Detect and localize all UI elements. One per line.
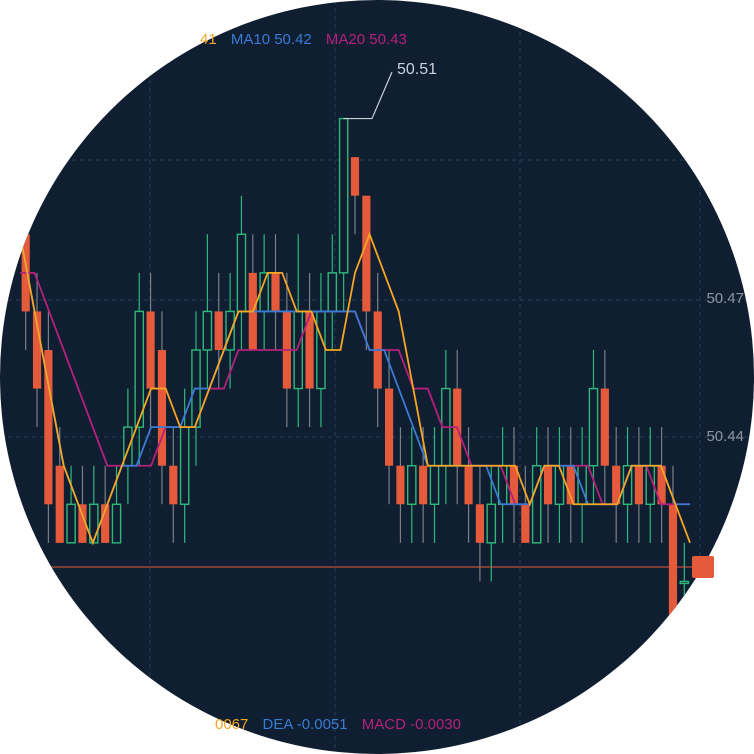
candle-up bbox=[202, 310, 213, 351]
candle-up bbox=[89, 503, 99, 544]
candle-up bbox=[622, 465, 633, 505]
candle-down bbox=[396, 465, 405, 505]
candle-up bbox=[531, 465, 542, 544]
candle-down bbox=[362, 195, 371, 312]
candle-down bbox=[78, 504, 87, 543]
candle-up bbox=[111, 503, 122, 544]
candle-down bbox=[271, 272, 280, 312]
candle-down bbox=[668, 504, 678, 620]
y-tick-label: 50.44 bbox=[706, 428, 744, 445]
candle-down bbox=[101, 504, 110, 543]
ma5-line bbox=[19, 231, 691, 546]
candle-up bbox=[679, 580, 690, 585]
candle-down bbox=[44, 350, 53, 505]
candle-up bbox=[327, 272, 338, 313]
high-leader bbox=[343, 71, 393, 120]
last-price-tag bbox=[692, 556, 714, 578]
ma5-legend: 41 bbox=[200, 31, 217, 48]
candle-up bbox=[259, 272, 269, 313]
candle-down bbox=[169, 465, 178, 505]
candle-down bbox=[509, 465, 519, 505]
candle-up bbox=[588, 387, 599, 467]
ma-lines bbox=[19, 231, 691, 546]
candle-down bbox=[157, 350, 167, 466]
candle-up bbox=[429, 465, 440, 505]
candle-down bbox=[305, 311, 314, 389]
candle-down bbox=[600, 388, 609, 466]
candle-up bbox=[486, 503, 497, 544]
candle-up bbox=[236, 233, 247, 313]
candle-up bbox=[338, 117, 349, 274]
ma20-legend: MA20 50.43 bbox=[325, 31, 407, 48]
candle-down bbox=[464, 465, 473, 505]
ma-legend: 41 MA10 50.42 MA20 50.43 bbox=[200, 31, 417, 48]
candles bbox=[21, 117, 690, 620]
candle-up bbox=[554, 465, 565, 505]
candle-down bbox=[634, 465, 643, 505]
candle-up bbox=[316, 310, 326, 390]
candle-up bbox=[66, 503, 76, 544]
candle-down bbox=[384, 388, 394, 466]
candle-down bbox=[566, 465, 575, 505]
ma10-line bbox=[19, 234, 690, 546]
ma10-legend: MA10 50.42 bbox=[230, 31, 312, 48]
candle-up bbox=[134, 310, 145, 428]
candle-down bbox=[612, 465, 621, 505]
candle-down bbox=[543, 465, 553, 505]
candle-down bbox=[32, 311, 42, 389]
macd-legend: 0067 DEA -0.0051 MACD -0.0030 bbox=[215, 716, 471, 733]
dea-legend: DEA -0.0051 bbox=[262, 716, 348, 733]
candle-down bbox=[419, 465, 428, 505]
candle-up bbox=[225, 310, 235, 351]
candle-down bbox=[146, 311, 155, 389]
dif-legend: 0067 bbox=[215, 716, 249, 733]
candle-down bbox=[657, 465, 666, 505]
candle-up bbox=[406, 465, 417, 505]
high-marker-label: 50.51 bbox=[397, 61, 438, 78]
candle-down bbox=[475, 504, 485, 543]
candle-up bbox=[179, 426, 190, 505]
candle-down bbox=[214, 311, 223, 350]
candle-down bbox=[55, 465, 64, 543]
candle-down bbox=[350, 157, 360, 196]
macd-legend-value: MACD -0.0030 bbox=[361, 716, 461, 733]
y-tick-label: 50.47 bbox=[706, 290, 744, 307]
candle-down bbox=[521, 504, 530, 543]
